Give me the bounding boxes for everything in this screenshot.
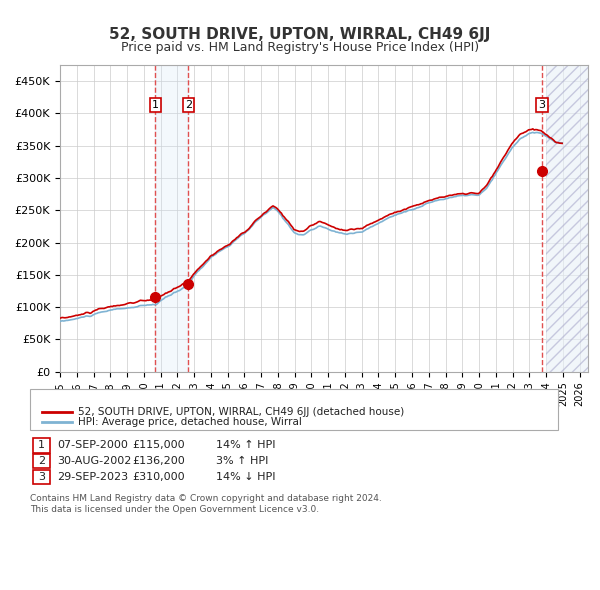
Text: 1: 1	[38, 441, 45, 450]
Text: 2: 2	[185, 100, 192, 110]
Text: 07-SEP-2000: 07-SEP-2000	[57, 441, 128, 450]
Text: £136,200: £136,200	[132, 457, 185, 466]
Text: 52, SOUTH DRIVE, UPTON, WIRRAL, CH49 6JJ (detached house): 52, SOUTH DRIVE, UPTON, WIRRAL, CH49 6JJ…	[78, 407, 404, 417]
Text: £310,000: £310,000	[132, 473, 185, 482]
Text: £115,000: £115,000	[132, 441, 185, 450]
Text: 14% ↓ HPI: 14% ↓ HPI	[216, 473, 275, 482]
Bar	[546, 65, 588, 372]
Text: 3% ↑ HPI: 3% ↑ HPI	[216, 457, 268, 466]
Bar	[546, 65, 588, 372]
Text: 3: 3	[38, 473, 45, 482]
Text: HPI: Average price, detached house, Wirral: HPI: Average price, detached house, Wirr…	[78, 417, 302, 427]
Text: 1: 1	[152, 100, 159, 110]
Text: 30-AUG-2002: 30-AUG-2002	[57, 457, 131, 466]
Text: Contains HM Land Registry data © Crown copyright and database right 2024.
This d: Contains HM Land Registry data © Crown c…	[30, 494, 382, 514]
Text: 29-SEP-2023: 29-SEP-2023	[57, 473, 128, 482]
Text: 14% ↑ HPI: 14% ↑ HPI	[216, 441, 275, 450]
Text: 2: 2	[38, 457, 45, 466]
Text: 52, SOUTH DRIVE, UPTON, WIRRAL, CH49 6JJ: 52, SOUTH DRIVE, UPTON, WIRRAL, CH49 6JJ	[109, 27, 491, 41]
Text: Price paid vs. HM Land Registry's House Price Index (HPI): Price paid vs. HM Land Registry's House …	[121, 41, 479, 54]
Text: 3: 3	[538, 100, 545, 110]
Bar	[155, 65, 188, 372]
